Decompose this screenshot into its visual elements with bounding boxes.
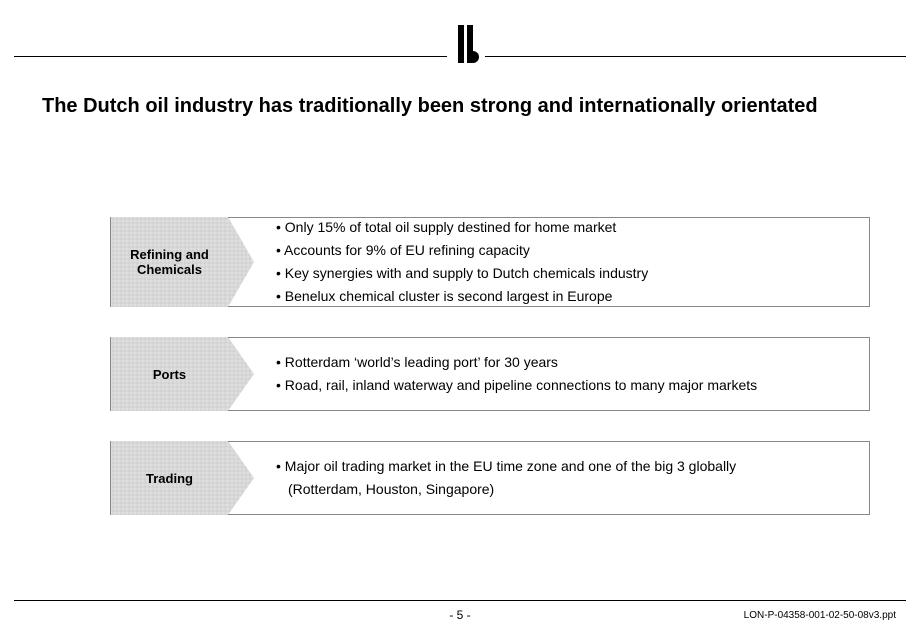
bullet: Accounts for 9% of EU refining capacity [276, 241, 855, 260]
logo-icon [447, 25, 485, 63]
row-refining: Refining and Chemicals Only 15% of total… [110, 217, 870, 307]
row-label: Ports [110, 337, 228, 411]
bullet: Road, rail, inland waterway and pipeline… [276, 376, 855, 395]
bullet: Rotterdam ‘world’s leading port’ for 30 … [276, 353, 855, 372]
footer-rule [14, 600, 906, 601]
row-bullets: Only 15% of total oil supply destined fo… [228, 217, 870, 307]
bullet: Only 15% of total oil supply destined fo… [276, 218, 855, 237]
bullet: Benelux chemical cluster is second large… [276, 287, 855, 306]
file-tag: LON-P-04358-001-02-50-08v3.ppt [744, 610, 896, 621]
page-title: The Dutch oil industry has traditionally… [42, 94, 842, 119]
bullet: Major oil trading market in the EU time … [276, 457, 855, 476]
row-trading: Trading Major oil trading market in the … [110, 441, 870, 515]
bullet: Key synergies with and supply to Dutch c… [276, 264, 855, 283]
row-bullets: Major oil trading market in the EU time … [228, 441, 870, 515]
bullet-continuation: (Rotterdam, Houston, Singapore) [276, 480, 855, 499]
row-bullets: Rotterdam ‘world’s leading port’ for 30 … [228, 337, 870, 411]
slide: The Dutch oil industry has traditionally… [0, 0, 920, 637]
row-label: Trading [110, 441, 228, 515]
row-ports: Ports Rotterdam ‘world’s leading port’ f… [110, 337, 870, 411]
row-label: Refining and Chemicals [110, 217, 228, 307]
